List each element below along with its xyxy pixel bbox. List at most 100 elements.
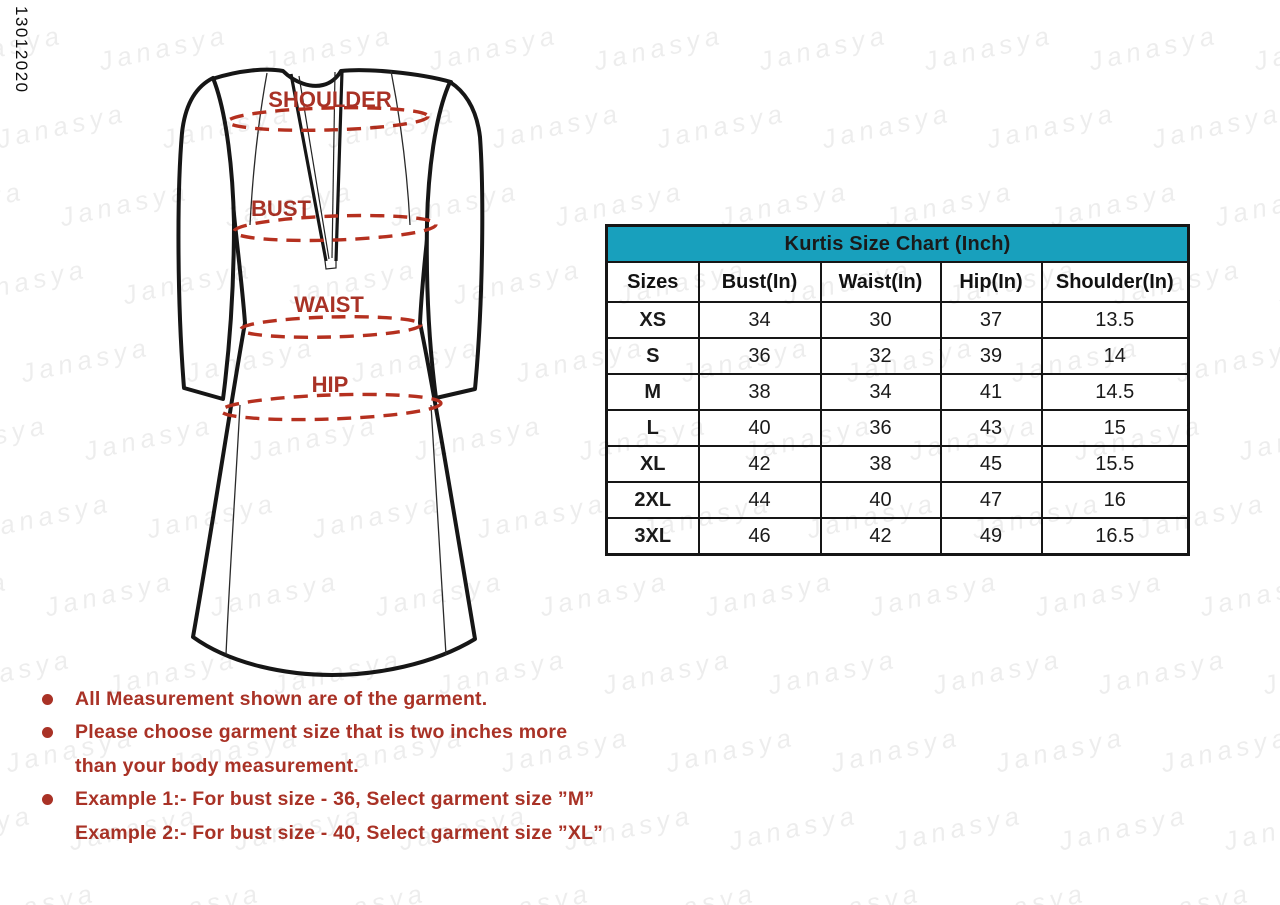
column-header: Sizes [605, 261, 700, 303]
watermark-text: Janasya [1260, 643, 1280, 701]
value-cell: 14 [1040, 337, 1190, 375]
shoulder-seam-left [249, 72, 268, 226]
header-row: Sizes Bust(In) Waist(In) Hip(In) Shoulder(In… [605, 261, 1190, 303]
watermark-text: Janasya [1275, 253, 1280, 311]
neck-placket-tip [324, 260, 337, 270]
bullet-dot-icon [42, 794, 53, 806]
note-text: Please choose garment size that is two i… [75, 721, 568, 777]
value-cell: 38 [819, 445, 942, 483]
value-cell: 40 [819, 481, 942, 519]
watermark-text: Janasya [0, 175, 28, 233]
value-cell: 43 [939, 409, 1043, 447]
kurti-sleeve-left [176, 76, 236, 401]
watermark-text: Janasya [1251, 19, 1280, 77]
watermark-text: Janasya [1095, 643, 1231, 701]
size-cell: XL [605, 445, 700, 483]
neck-placket-right [334, 70, 344, 262]
value-cell: 32 [819, 337, 942, 375]
size-row: M 38 34 41 14.5 [605, 373, 1190, 411]
neck-placket-right-inner [331, 71, 336, 259]
size-row: XL 42 38 45 15.5 [605, 445, 1190, 483]
size-row: XS 34 30 37 13.5 [605, 301, 1190, 339]
value-cell: 37 [939, 301, 1043, 339]
watermark-text: Janasya [1149, 97, 1280, 155]
watermark-text: Janasya [891, 799, 1027, 857]
size-cell: L [605, 409, 700, 447]
watermark-text: Janasya [702, 565, 838, 623]
waist-dash-ellipse [239, 315, 423, 339]
value-cell: 42 [697, 445, 822, 483]
bust-dash-ellipse [232, 213, 438, 243]
watermark-text: Janasya [42, 565, 178, 623]
watermark-text: Janasya [726, 799, 862, 857]
note-text: Example 2:- For bust size - 40, Select g… [75, 821, 604, 844]
watermark-text: Janasya [591, 19, 727, 77]
watermark-text: Janasya [537, 565, 673, 623]
size-row: L 40 36 43 15 [605, 409, 1190, 447]
skirt-seam-left [225, 404, 241, 656]
value-cell: 46 [697, 517, 822, 556]
value-cell: 16.5 [1040, 517, 1190, 556]
watermark-text: Janasya [921, 19, 1057, 77]
hip-label: HIP [312, 372, 349, 397]
note-item: Please choose garment size that is two i… [42, 716, 603, 783]
skirt-seam-right [430, 404, 447, 656]
kurti-measurement-diagram: SHOULDER BUST WAIST HIP [176, 67, 485, 677]
watermark-text: Janasya [1212, 175, 1280, 233]
value-cell: 41 [939, 373, 1043, 411]
value-cell: 49 [939, 517, 1043, 556]
value-cell: 44 [697, 481, 822, 519]
shoulder-label: SHOULDER [268, 87, 392, 112]
watermark-text: Janasya [756, 19, 892, 77]
value-cell: 39 [939, 337, 1043, 375]
size-row: 2XL 44 40 47 16 [605, 481, 1190, 519]
hip-dash-ellipse [219, 392, 443, 422]
size-chart-table: Kurtis Size Chart (Inch) Sizes Bust(In) Wa… [605, 224, 1191, 556]
note-item: Example 2:- For bust size - 40, Select g… [42, 817, 603, 850]
watermark-text: Janasya [0, 409, 52, 467]
watermark-text: Janasya [489, 97, 625, 155]
watermark-text: Janasya [129, 878, 264, 905]
watermark-text: Janasya [0, 799, 37, 857]
size-cell: M [605, 373, 700, 411]
watermark-text: Janasya [1197, 565, 1280, 623]
value-cell: 15 [1040, 409, 1190, 447]
watermark-text: Janasya [654, 97, 790, 155]
value-cell: 34 [819, 373, 942, 411]
value-cell: 36 [819, 409, 942, 447]
watermark-text: Janasya [1032, 565, 1168, 623]
note-item: All Measurement shown are of the garment… [42, 683, 603, 716]
watermark-text: Janasya [993, 721, 1129, 779]
value-cell: 15.5 [1040, 445, 1190, 483]
watermark-text: Janasya [765, 643, 901, 701]
watermark-text: Janasya [930, 643, 1066, 701]
waist-label: WAIST [294, 292, 364, 317]
value-cell: 38 [697, 373, 822, 411]
neck-placket-left-inner [298, 75, 330, 260]
size-chart-container: Kurtis Size Chart (Inch) Sizes Bust(In) Wa… [605, 224, 1191, 556]
watermark-text: Janasya [0, 253, 91, 311]
value-cell: 42 [819, 517, 942, 556]
watermark-text: Janasya [1221, 799, 1280, 857]
watermark-text: Janasya [0, 97, 130, 155]
kurti-sleeve-right [424, 80, 485, 400]
watermark-text: Janasya [1158, 721, 1280, 779]
note-text: Example 1:- For bust size - 36, Select g… [75, 788, 595, 811]
bullet-dot-icon [42, 694, 53, 705]
title-row: Kurtis Size Chart (Inch) [605, 224, 1190, 263]
watermark-text: Janasya [294, 878, 429, 905]
watermark-text: Janasya [954, 878, 1089, 905]
value-cell: 47 [939, 481, 1043, 519]
watermark-text: Janasya [984, 97, 1120, 155]
vertical-product-code: 13012020 [12, 6, 31, 94]
value-cell: 16 [1040, 481, 1190, 519]
column-header: Bust(In) [697, 261, 822, 303]
value-cell: 13.5 [1040, 301, 1190, 339]
value-cell: 36 [697, 337, 822, 375]
shoulder-seam-right [390, 70, 411, 226]
watermark-text: Janasya [1119, 878, 1254, 905]
value-cell: 34 [697, 301, 822, 339]
watermark-text: Janasya [819, 97, 955, 155]
watermark-text: Janasya [828, 721, 964, 779]
